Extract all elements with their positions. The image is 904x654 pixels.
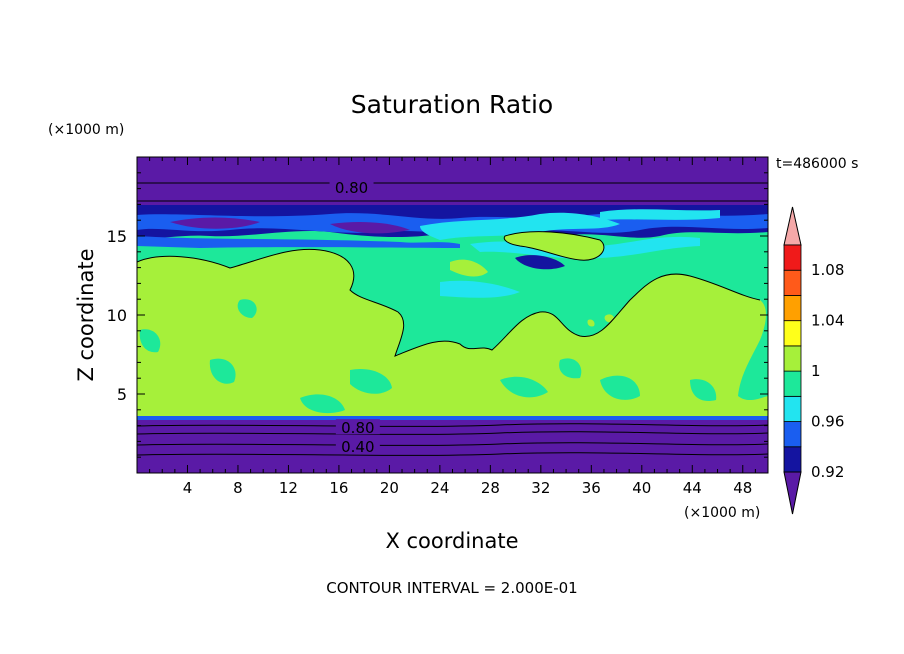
contour-label-background: [335, 419, 380, 435]
x-tick-label: 24: [430, 479, 449, 497]
colorbar-swatch: [783, 320, 802, 347]
x-tick-label: 28: [481, 479, 500, 497]
y-tick-label: 5: [117, 385, 127, 404]
colorbar-top-triangle: [783, 206, 802, 246]
x-tick-label: 48: [733, 479, 752, 497]
time-label: t=486000 s: [776, 156, 858, 172]
x-axis-title: X coordinate: [385, 529, 518, 553]
x-tick-label: 20: [380, 479, 399, 497]
colorbar-label: 0.96: [811, 413, 844, 431]
colorbar-swatch: [783, 244, 802, 271]
x-axis: 4 8 12 16 20 24 28 32 36 40 44 48: [149, 157, 756, 497]
contour-label-background: [329, 179, 374, 195]
contour-label: 0.40: [341, 438, 374, 456]
contour-label: 0.80: [335, 179, 368, 197]
contour-interval-footer: CONTOUR INTERVAL = 2.000E-01: [326, 579, 577, 597]
x-tick-label: 40: [632, 479, 651, 497]
colorbar-label: 1: [811, 362, 821, 380]
x-tick-label: 32: [531, 479, 550, 497]
colorbar-swatch: [783, 395, 802, 422]
contour-label: 0.80: [341, 419, 374, 437]
contour-field: [137, 157, 768, 473]
colorbar-swatch: [783, 370, 802, 397]
x-tick-label: 44: [683, 479, 702, 497]
x-tick-label: 4: [183, 479, 193, 497]
chart-title: Saturation Ratio: [351, 90, 553, 119]
x-tick-label: 8: [233, 479, 243, 497]
contour-label-background: [335, 438, 380, 454]
colorbar-label: 1.04: [811, 312, 844, 330]
colorbar-bottom-triangle: [783, 471, 802, 515]
colorbar-swatch: [783, 446, 802, 473]
colorbar-swatch: [783, 269, 802, 296]
colorbar-label: 1.08: [811, 261, 844, 279]
colorbar: 1.08 1.04 1 0.96 0.92: [783, 206, 844, 515]
colorbar-swatch: [783, 295, 802, 322]
x-tick-label: 16: [329, 479, 348, 497]
y-unit-label: (×1000 m): [48, 122, 124, 138]
y-tick-label: 15: [107, 227, 127, 246]
colorbar-label: 0.92: [811, 463, 844, 481]
y-axis: 5 10 15: [107, 172, 768, 458]
y-axis-title: Z coordinate: [74, 248, 98, 381]
contour-labels: 0.800.800.40: [329, 179, 380, 456]
x-unit-label: (×1000 m): [684, 505, 760, 521]
y-tick-label: 10: [107, 306, 127, 325]
colorbar-swatch: [783, 421, 802, 448]
x-tick-label: 12: [279, 479, 298, 497]
x-tick-label: 36: [582, 479, 601, 497]
colorbar-swatch: [783, 345, 802, 372]
